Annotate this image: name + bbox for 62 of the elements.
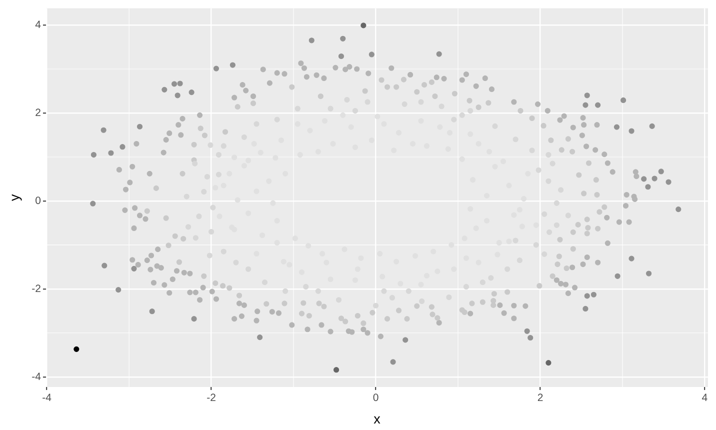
point <box>120 144 126 150</box>
point <box>620 97 626 104</box>
point <box>162 86 168 92</box>
point <box>257 334 263 340</box>
point <box>584 293 590 299</box>
point <box>230 62 236 68</box>
point <box>108 150 114 156</box>
y-tick-label: 4 <box>35 18 42 31</box>
point <box>90 200 96 206</box>
y-axis-title: y <box>6 194 22 202</box>
point <box>171 81 178 87</box>
point <box>645 184 651 190</box>
y-tick-label: 0 <box>35 194 42 207</box>
x-tick-label: 0 <box>372 392 379 404</box>
x-axis-title: x <box>374 412 381 427</box>
point <box>402 337 408 343</box>
point <box>676 206 682 212</box>
point <box>649 123 655 129</box>
point <box>177 80 183 86</box>
point <box>102 262 108 268</box>
point <box>524 328 530 334</box>
point <box>614 124 620 130</box>
point <box>131 266 137 272</box>
point <box>641 176 647 182</box>
point <box>614 273 620 279</box>
point <box>595 102 601 108</box>
y-tick-label: -2 <box>32 282 42 295</box>
point <box>628 256 634 262</box>
point <box>90 152 96 158</box>
point <box>74 346 80 352</box>
point <box>528 334 534 341</box>
point <box>582 102 588 108</box>
y-tick-label: 2 <box>35 106 42 119</box>
point <box>191 316 197 322</box>
point <box>116 286 122 293</box>
x-tick-label: -2 <box>206 392 216 404</box>
point <box>666 179 672 185</box>
point <box>338 53 344 60</box>
point <box>590 292 596 298</box>
point <box>333 367 340 373</box>
point <box>308 38 314 44</box>
point <box>100 127 106 133</box>
point <box>584 92 590 98</box>
point <box>368 52 374 58</box>
point <box>628 128 634 134</box>
point <box>174 92 180 98</box>
point <box>436 51 442 57</box>
point <box>149 308 155 314</box>
point <box>390 359 396 365</box>
x-tick-label: 2 <box>537 392 544 404</box>
point <box>188 90 194 96</box>
point <box>136 124 143 130</box>
y-tick-label: -4 <box>32 370 42 383</box>
point <box>213 66 220 72</box>
x-tick-label: 4 <box>702 392 708 404</box>
point <box>546 360 552 366</box>
point <box>582 306 588 312</box>
point <box>646 270 652 276</box>
point <box>340 36 346 42</box>
point <box>360 22 366 28</box>
point <box>658 168 664 174</box>
point <box>652 176 658 182</box>
